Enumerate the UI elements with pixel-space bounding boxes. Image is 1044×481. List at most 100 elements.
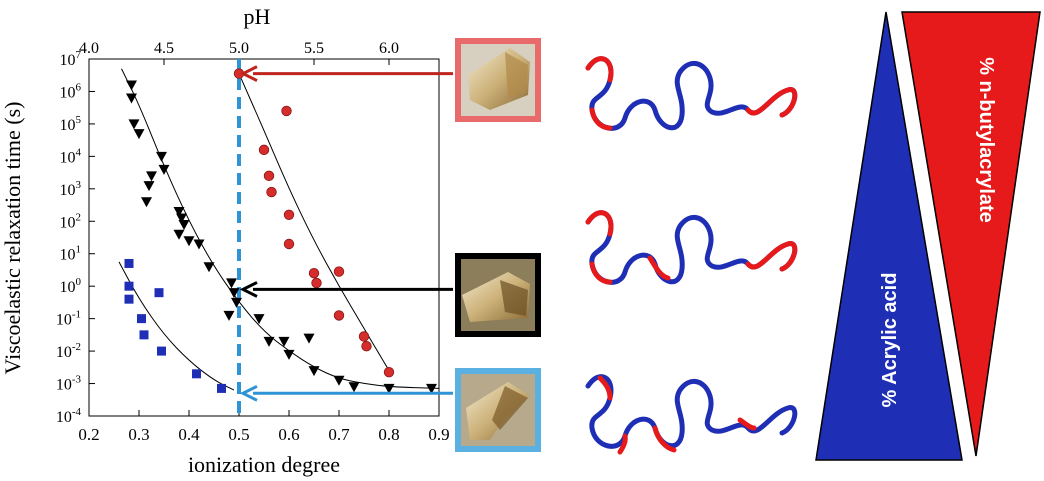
y-tick-label: 10-1 — [56, 309, 81, 329]
x2-axis-label: pH — [244, 4, 271, 29]
y-tick-label: 10-3 — [56, 374, 82, 394]
polymer-chain-top — [585, 56, 798, 131]
fit-curve — [121, 68, 440, 389]
data-point-triangle — [263, 336, 275, 347]
data-point-circle — [283, 209, 295, 220]
data-point-square — [124, 258, 134, 268]
acrylic-acid-label: % Acrylic acid — [879, 273, 901, 408]
data-point-triangle — [183, 236, 195, 247]
data-point-triangle — [303, 333, 315, 344]
data-point-circle — [333, 310, 345, 321]
polymer-chain-middle — [585, 210, 798, 285]
data-point-circle — [283, 238, 295, 250]
x2-tick-label: 4.0 — [79, 40, 99, 57]
data-point-square — [137, 314, 146, 324]
data-point-triangle — [228, 288, 240, 299]
y-tick-label: 102 — [60, 211, 82, 231]
data-point-triangle — [126, 80, 137, 91]
y-tick-label: 106 — [60, 81, 82, 101]
data-point-square — [157, 346, 166, 356]
vial-inset-bottom — [455, 368, 541, 452]
data-point-circle — [281, 105, 292, 117]
x-tick-label: 0.4 — [178, 425, 200, 444]
vial-inset-top — [455, 38, 541, 122]
butylacrylate-triangle — [901, 11, 1041, 457]
data-points — [124, 68, 437, 394]
data-point-circle — [263, 170, 275, 182]
x-tick-label: 0.9 — [428, 425, 449, 444]
arrow-head — [239, 65, 258, 82]
data-point-triangle — [173, 229, 185, 240]
data-point-triangle — [278, 336, 290, 347]
data-point-triangle — [176, 213, 187, 224]
acrylic-acid-triangle — [815, 11, 963, 461]
y-axis-label: Viscoelastic relaxation time (s) — [0, 102, 25, 375]
data-point-circle — [258, 144, 270, 156]
data-point-triangle — [156, 151, 167, 162]
data-point-circle — [266, 186, 277, 198]
data-point-triangle — [383, 383, 395, 394]
arrow-head — [239, 384, 258, 402]
y-tick-label: 100 — [60, 276, 82, 296]
data-point-circle — [358, 331, 370, 342]
y-tick-label: 10-4 — [56, 406, 82, 426]
y-tick-label: 101 — [60, 244, 82, 264]
data-point-square — [124, 281, 134, 291]
data-point-triangle — [426, 383, 437, 394]
x-tick-label: 0.3 — [128, 425, 149, 444]
data-point-triangle — [203, 262, 215, 273]
data-point-triangle — [173, 207, 185, 218]
data-point-triangle — [226, 278, 237, 289]
data-point-triangle — [253, 314, 265, 325]
fit-curve — [118, 261, 235, 391]
x2-tick-label: 6.0 — [379, 40, 399, 57]
data-point-square — [124, 294, 134, 304]
polymer-chain-bottom — [585, 374, 798, 455]
data-point-triangle — [178, 220, 190, 231]
data-point-circle — [308, 268, 320, 279]
data-point-triangle — [146, 171, 157, 182]
data-point-triangle — [126, 93, 137, 104]
butylacrylate-label: % n-butylacrylate — [975, 57, 997, 223]
data-point-circle — [311, 277, 322, 289]
plot-frame — [88, 58, 440, 417]
x-tick-label: 0.8 — [378, 425, 399, 444]
data-point-square — [154, 288, 164, 298]
x2-tick-label: 4.5 — [154, 40, 174, 57]
x2-tick-label: 5.5 — [304, 40, 324, 57]
data-point-triangle — [141, 197, 152, 208]
data-point-triangle — [143, 181, 155, 192]
vial-inset-middle — [455, 253, 541, 337]
y-tick-label: 104 — [60, 146, 82, 166]
y-tick-label: 10-2 — [56, 341, 81, 361]
data-point-triangle — [158, 164, 170, 175]
y-tick-label: 107 — [60, 49, 82, 69]
y-tick-label: 103 — [60, 179, 82, 199]
data-point-square — [192, 369, 201, 379]
data-point-triangle — [231, 297, 242, 308]
axis-ticks: 0.2 0.3 0.4 0.5 0.6 0.7 0.8 0.9 4.0 4.5 5.0 5.5 6.0 1… — [56, 40, 450, 444]
data-point-triangle — [333, 375, 345, 386]
data-point-triangle — [308, 366, 320, 377]
fit-curves — [118, 68, 440, 391]
data-point-circle — [383, 366, 395, 378]
data-point-circle — [333, 266, 345, 277]
arrows — [239, 65, 453, 402]
x-axis-label: ionization degree — [188, 452, 340, 477]
data-point-square — [217, 383, 226, 393]
data-point-triangle — [133, 129, 145, 140]
x-tick-label: 0.7 — [328, 425, 350, 444]
arrow-head — [239, 281, 258, 298]
data-point-triangle — [193, 239, 205, 250]
data-point-circle — [361, 341, 372, 352]
x-tick-label: 0.2 — [78, 425, 99, 444]
data-point-triangle — [128, 119, 140, 130]
x2-tick-label: 5.0 — [229, 40, 249, 57]
x-tick-label: 0.5 — [228, 425, 249, 444]
data-point-triangle — [348, 382, 360, 393]
fit-curve — [238, 73, 390, 371]
x-tick-label: 0.6 — [278, 425, 299, 444]
data-point-triangle — [223, 310, 235, 321]
y-tick-label: 105 — [60, 114, 82, 134]
